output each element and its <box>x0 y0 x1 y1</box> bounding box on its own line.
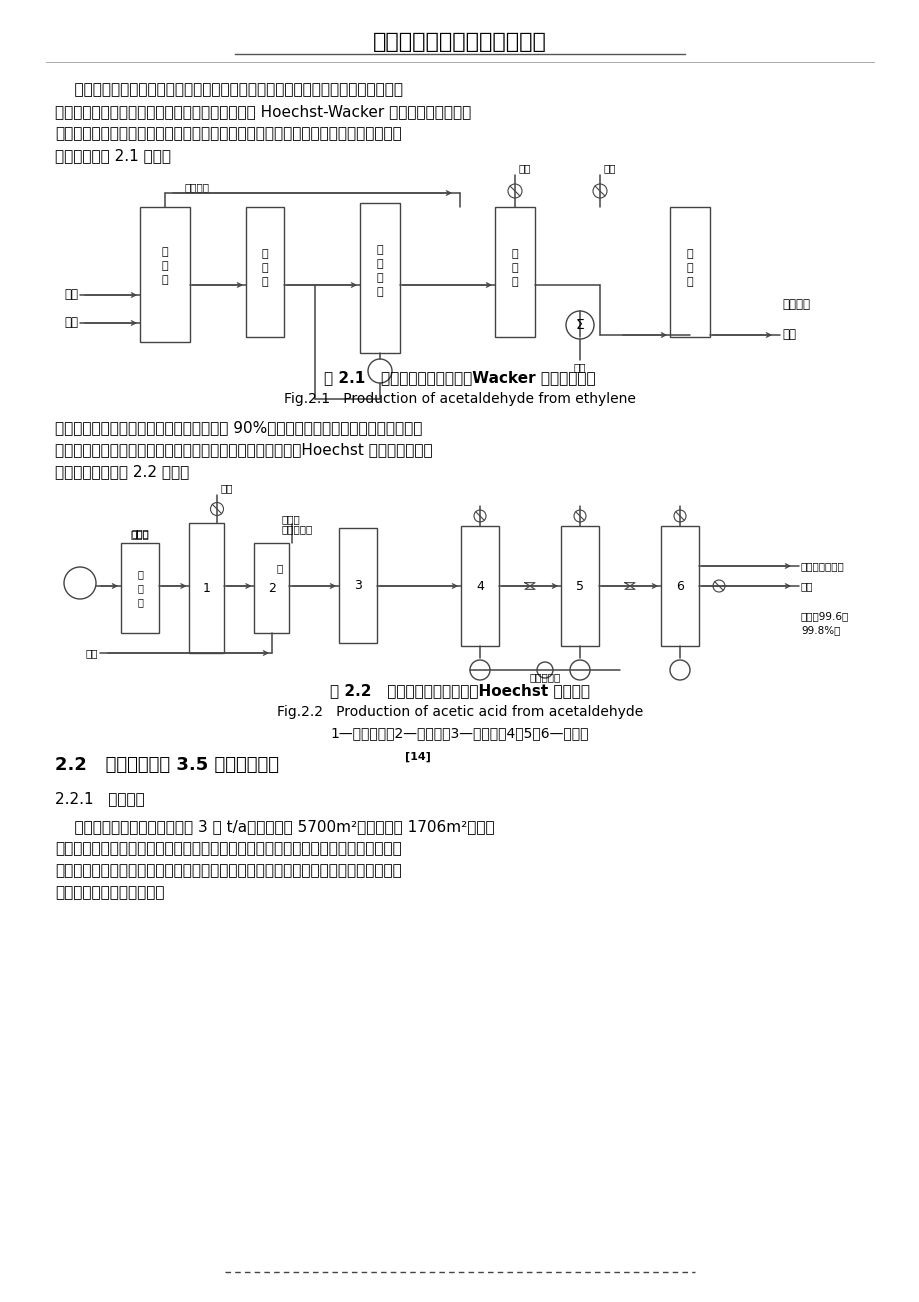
Text: 热热器: 热热器 <box>131 529 149 538</box>
Text: Fig.2.2   Production of acetic acid from acetaldehyde: Fig.2.2 Production of acetic acid from a… <box>277 704 642 719</box>
Text: 5: 5 <box>575 579 584 592</box>
Bar <box>245 207 284 337</box>
Bar <box>338 529 377 643</box>
Text: 图 2.2   由乙醛生产乙酸工艺（Hoechst 公司法）: 图 2.2 由乙醛生产乙酸工艺（Hoechst 公司法） <box>330 684 589 698</box>
Bar <box>494 207 535 337</box>
Text: 水: 水 <box>277 562 283 573</box>
Text: 2.2.1   装置概况: 2.2.1 装置概况 <box>55 792 144 806</box>
Text: 排气: 排气 <box>518 163 531 173</box>
Text: 粗: 粗 <box>376 245 383 255</box>
Text: 3: 3 <box>354 579 361 592</box>
Text: 乙酸将分两步进行，首先，乙烯氧化生产乙醛，而后乙醛氧化生产乙酸。这个过程的概: 乙酸将分两步进行，首先，乙烯氧化生产乙醛，而后乙醛氧化生产乙酸。这个过程的概 <box>55 126 402 141</box>
Text: 由上海化工机修总厂制造。: 由上海化工机修总厂制造。 <box>55 885 165 900</box>
Bar <box>121 543 159 633</box>
Text: 器: 器 <box>137 598 142 607</box>
Text: Fig.2.1   Production of acetaldehyde from ethylene: Fig.2.1 Production of acetaldehyde from … <box>284 392 635 406</box>
Text: 脱: 脱 <box>511 249 517 259</box>
Text: 乙酸、酸及其他: 乙酸、酸及其他 <box>800 561 844 572</box>
Text: 1: 1 <box>203 582 210 595</box>
Bar <box>561 526 598 646</box>
Text: 乙醛氧化法生产乙酸工艺流程: 乙醛氧化法生产乙酸工艺流程 <box>373 33 546 52</box>
Text: 热乙醛: 热乙醛 <box>130 529 149 539</box>
Text: 图 2.1   由乙烯生产乙醛工艺（Wacker 公司两步法）: 图 2.1 由乙烯生产乙醛工艺（Wacker 公司两步法） <box>323 370 596 385</box>
Text: 置完全依靠国内自己的工艺技术，设备材料，电器，仪表以及设计制造能力，由上海医: 置完全依靠国内自己的工艺技术，设备材料，电器，仪表以及设计制造能力，由上海医 <box>55 841 402 855</box>
Text: 该装置原设计公称生产能力为 3 万 t/a，占地面积 5700m²，建筑面积 1706m²。该装: 该装置原设计公称生产能力为 3 万 t/a，占地面积 5700m²，建筑面积 1… <box>55 819 494 835</box>
Text: 应: 应 <box>162 262 168 272</box>
Text: 4: 4 <box>475 579 483 592</box>
Text: 热: 热 <box>137 569 142 579</box>
Text: Σ: Σ <box>575 318 584 332</box>
Text: 世界范围来说，乙醛的主要来源是由乙烯合成，即 Hoechst-Wacker 法。这样由乙烯生产: 世界范围来说，乙醛的主要来源是由乙烯合成，即 Hoechst-Wacker 法。… <box>55 104 471 118</box>
Text: 蒸汽: 蒸汽 <box>573 362 585 372</box>
Text: 1—催化剂塔；2—氧化塔；3—洗涤塔；4、5、6—蒸馏塔: 1—催化剂塔；2—氧化塔；3—洗涤塔；4、5、6—蒸馏塔 <box>331 727 588 740</box>
Text: 反: 反 <box>162 247 168 258</box>
Text: 压力等）比较温和。其不足之处在于对热量的回收比较困难。Hoechst 公司由乙醛生产: 压力等）比较温和。其不足之处在于对热量的回收比较困难。Hoechst 公司由乙醛… <box>55 441 432 457</box>
Text: 乙醛: 乙醛 <box>781 328 795 341</box>
Text: 乙酸的这种生产方法有着较长久的历史，早年的乙醛主要来自电石乙炔，而现在就: 乙酸的这种生产方法有着较长久的历史，早年的乙醛主要来自电石乙炔，而现在就 <box>55 82 403 98</box>
Text: 排空气体: 排空气体 <box>185 182 210 191</box>
Text: 换: 换 <box>137 583 142 592</box>
Text: 塔: 塔 <box>376 286 383 297</box>
Text: 回: 回 <box>686 249 693 259</box>
Text: 99.8%）: 99.8%） <box>800 625 839 635</box>
Text: 乙: 乙 <box>376 259 383 270</box>
Bar <box>660 526 698 646</box>
Text: 罐: 罐 <box>162 276 168 285</box>
Bar <box>255 543 289 633</box>
Text: 空气: 空气 <box>85 648 98 658</box>
Text: 塔: 塔 <box>686 277 693 286</box>
Bar <box>460 526 498 646</box>
Text: 收: 收 <box>686 263 693 273</box>
Text: 6: 6 <box>675 579 683 592</box>
Text: 化: 化 <box>261 263 268 273</box>
Bar <box>359 203 400 353</box>
Text: 排气: 排气 <box>604 163 616 173</box>
Text: 略流程，如图 2.1 所示。: 略流程，如图 2.1 所示。 <box>55 148 171 163</box>
Bar <box>189 523 224 654</box>
Text: 药工业设计院和上海石油化工总厂联合设计，上海设备安装公司安装，主要非定型设备: 药工业设计院和上海石油化工总厂联合设计，上海设备安装公司安装，主要非定型设备 <box>55 863 402 878</box>
Text: 2.2   上海石化年产 3.5 万吨醋酸装置: 2.2 上海石化年产 3.5 万吨醋酸装置 <box>55 756 278 773</box>
Bar <box>669 207 709 337</box>
Text: 排气: 排气 <box>221 483 233 493</box>
Text: 气: 气 <box>511 263 517 273</box>
Text: 乙醛水溶液: 乙醛水溶液 <box>282 523 312 534</box>
Text: 残余催化剂: 残余催化剂 <box>528 672 560 682</box>
Text: 空气: 空气 <box>64 316 78 329</box>
Text: 乙酸的流程，如图 2.2 所示。: 乙酸的流程，如图 2.2 所示。 <box>55 464 189 479</box>
Text: 乙烯: 乙烯 <box>64 289 78 302</box>
Bar <box>140 207 190 342</box>
Text: 氧: 氧 <box>261 249 268 259</box>
Text: 醛: 醛 <box>376 273 383 283</box>
Text: 乙醛: 乙醛 <box>800 581 812 591</box>
Text: 这种生产方法，自乙烯开始的总收率可达到 90%以上。而且反应条件（反应温度、反应: 这种生产方法，自乙烯开始的总收率可达到 90%以上。而且反应条件（反应温度、反应 <box>55 421 422 435</box>
Text: 2: 2 <box>267 582 276 595</box>
Text: 未反应: 未反应 <box>282 514 301 523</box>
Text: 两段过程: 两段过程 <box>781 298 809 311</box>
Text: [14]: [14] <box>404 753 430 762</box>
Text: 器: 器 <box>261 277 268 286</box>
Text: 塔: 塔 <box>511 277 517 286</box>
Text: 乙酸（99.6～: 乙酸（99.6～ <box>800 611 848 621</box>
